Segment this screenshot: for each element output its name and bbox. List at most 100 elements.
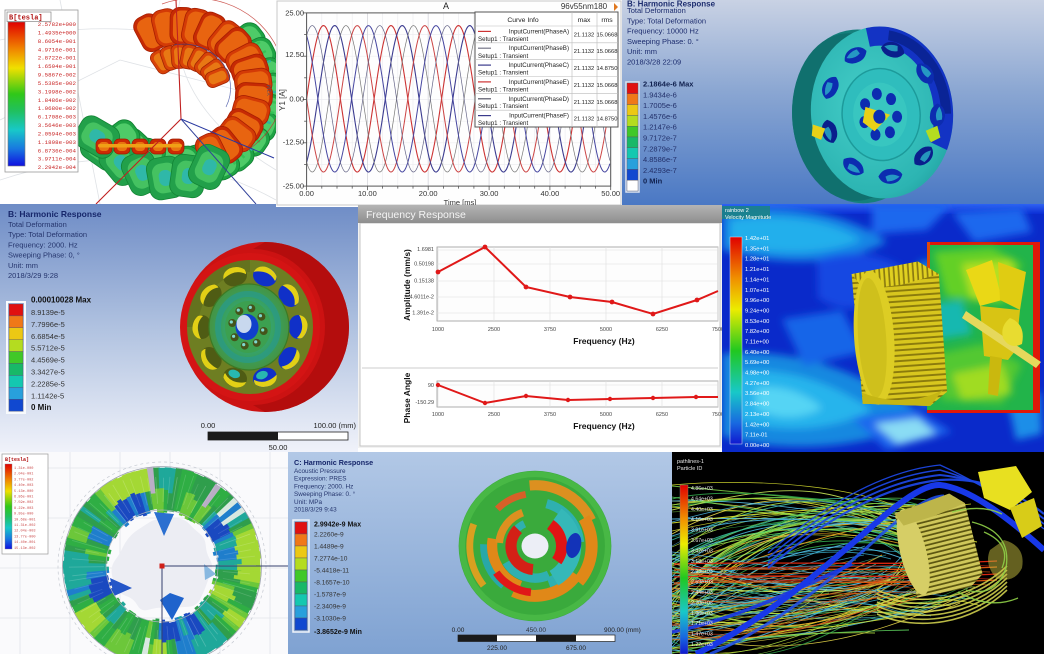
svg-text:12.50: 12.50 — [285, 50, 304, 59]
svg-text:Setup1 : Transient: Setup1 : Transient — [478, 70, 528, 77]
svg-text:0 Min: 0 Min — [643, 177, 663, 186]
svg-text:7.2879e-7: 7.2879e-7 — [643, 144, 677, 153]
svg-text:21.1132: 21.1132 — [574, 49, 595, 55]
svg-text:Sweeping Phase: 0, °: Sweeping Phase: 0, ° — [8, 251, 80, 260]
svg-text:9.96e+00: 9.96e+00 — [745, 298, 769, 304]
svg-text:6.6854e-5: 6.6854e-5 — [31, 332, 65, 341]
svg-text:3.1998e-002: 3.1998e-002 — [38, 88, 77, 95]
svg-text:6.1708e-003: 6.1708e-003 — [38, 114, 77, 121]
svg-text:-3.1030e-9: -3.1030e-9 — [314, 616, 346, 623]
svg-text:Setup1 : Transient: Setup1 : Transient — [478, 36, 528, 43]
svg-text:-3.8652e-9 Min: -3.8652e-9 Min — [314, 629, 362, 636]
svg-text:2.04e-001: 2.04e-001 — [14, 473, 33, 477]
svg-text:Y1M: Y1M — [267, 84, 273, 96]
svg-text:1.35e+01: 1.35e+01 — [745, 246, 769, 252]
svg-text:2500: 2500 — [488, 327, 500, 333]
svg-text:rms: rms — [601, 17, 613, 24]
svg-text:7.59e-002: 7.59e-002 — [14, 501, 33, 505]
svg-text:2.8722e-001: 2.8722e-001 — [38, 55, 77, 62]
svg-text:21.1132: 21.1132 — [574, 66, 595, 72]
svg-text:0.00: 0.00 — [289, 94, 304, 103]
svg-text:1.07e+01: 1.07e+01 — [745, 288, 769, 294]
svg-text:B: Harmonic Response: B: Harmonic Response — [627, 0, 716, 9]
svg-text:-1.5787e-9: -1.5787e-9 — [314, 592, 346, 599]
svg-text:Frequency: 2000. Hz: Frequency: 2000. Hz — [294, 483, 353, 490]
svg-text:100.00 (mm): 100.00 (mm) — [313, 421, 356, 430]
svg-text:7500: 7500 — [712, 327, 722, 333]
svg-text:3.77e-002: 3.77e-002 — [14, 478, 33, 482]
svg-text:14.40e-001: 14.40e-001 — [14, 541, 36, 545]
svg-text:2.69e+03: 2.69e+03 — [691, 580, 713, 586]
svg-text:3.3427e-5: 3.3427e-5 — [31, 368, 65, 377]
svg-text:1.391e-2: 1.391e-2 — [412, 311, 434, 317]
svg-text:90: 90 — [428, 383, 434, 389]
svg-text:0.00: 0.00 — [299, 189, 314, 198]
svg-text:1.1898e-003: 1.1898e-003 — [38, 139, 77, 146]
svg-text:Time [ms]: Time [ms] — [444, 198, 477, 207]
svg-text:-25.00: -25.00 — [283, 182, 304, 191]
svg-text:900.00 (mm): 900.00 (mm) — [604, 627, 641, 634]
svg-text:4.16e+03: 4.16e+03 — [691, 517, 713, 523]
svg-text:2018/3/29 9:43: 2018/3/29 9:43 — [294, 507, 337, 514]
svg-text:4.9716e-001: 4.9716e-001 — [38, 46, 77, 53]
svg-text:Frequency: 2000. Hz: Frequency: 2000. Hz — [8, 240, 78, 249]
svg-text:Velocity Magnitude: Velocity Magnitude — [725, 215, 771, 221]
svg-text:1000: 1000 — [432, 327, 444, 333]
svg-text:5000: 5000 — [600, 327, 612, 333]
svg-text:5.13e-000: 5.13e-000 — [14, 490, 33, 494]
svg-text:InputCurrent(PhaseF): InputCurrent(PhaseF) — [509, 113, 569, 120]
svg-text:Total Deformation: Total Deformation — [8, 220, 67, 229]
svg-text:1.7005e-6: 1.7005e-6 — [643, 101, 677, 110]
svg-text:Frequency Response: Frequency Response — [366, 209, 466, 221]
svg-text:Particle ID: Particle ID — [677, 466, 702, 472]
svg-text:0 Min: 0 Min — [31, 403, 52, 412]
svg-text:2.5782e+000: 2.5782e+000 — [38, 21, 77, 28]
svg-text:2.0594e-003: 2.0594e-003 — [38, 131, 77, 138]
svg-text:2.1864e-6 Max: 2.1864e-6 Max — [643, 80, 694, 89]
svg-text:3.9711e-004: 3.9711e-004 — [38, 156, 77, 163]
svg-text:3.56e+00: 3.56e+00 — [745, 391, 769, 397]
svg-text:9.95e-000: 9.95e-000 — [14, 513, 33, 517]
svg-text:Unit: mm: Unit: mm — [627, 47, 657, 56]
svg-text:1.22e+03: 1.22e+03 — [691, 642, 713, 648]
svg-text:7.82e+00: 7.82e+00 — [745, 329, 769, 335]
svg-text:Sweeping Phase: 0. °: Sweeping Phase: 0. ° — [627, 37, 699, 46]
svg-text:15.0668: 15.0668 — [597, 32, 618, 38]
svg-text:50.00: 50.00 — [601, 189, 620, 198]
svg-text:max: max — [578, 17, 591, 24]
svg-text:3.18e+03: 3.18e+03 — [691, 559, 713, 565]
svg-text:15.0668: 15.0668 — [597, 83, 618, 89]
svg-text:1.71e+03: 1.71e+03 — [691, 621, 713, 627]
svg-text:InputCurrent(PhaseE): InputCurrent(PhaseE) — [509, 79, 569, 86]
svg-text:25.00: 25.00 — [285, 8, 304, 17]
svg-text:Setup1 : Transient: Setup1 : Transient — [478, 120, 528, 127]
svg-text:1.4576e-6: 1.4576e-6 — [643, 112, 677, 121]
svg-text:Phase Angle: Phase Angle — [402, 372, 412, 423]
svg-text:8.53e+00: 8.53e+00 — [745, 319, 769, 325]
svg-text:6.40e+00: 6.40e+00 — [745, 350, 769, 356]
svg-text:8.22e-003: 8.22e-003 — [14, 507, 33, 511]
svg-text:Curve Info: Curve Info — [507, 17, 539, 24]
svg-text:Type: Total Deformation: Type: Total Deformation — [627, 16, 706, 25]
svg-text:15.13e-002: 15.13e-002 — [14, 547, 36, 551]
svg-text:C: Harmonic Response: C: Harmonic Response — [294, 458, 373, 467]
svg-text:1.42e+01: 1.42e+01 — [745, 236, 769, 242]
svg-text:2.44e+03: 2.44e+03 — [691, 590, 713, 596]
svg-text:4.40e-003: 4.40e-003 — [14, 484, 33, 488]
svg-text:Setup1 : Transient: Setup1 : Transient — [478, 103, 528, 110]
svg-text:3.67e+03: 3.67e+03 — [691, 538, 713, 544]
svg-text:Setup1 : Transient: Setup1 : Transient — [478, 53, 528, 60]
svg-text:8.6054e-001: 8.6054e-001 — [38, 38, 77, 45]
svg-text:450.00: 450.00 — [526, 627, 546, 634]
svg-text:40.00: 40.00 — [541, 189, 560, 198]
svg-text:14.8750: 14.8750 — [597, 66, 618, 72]
svg-text:-150.29: -150.29 — [415, 400, 434, 406]
svg-text:A: A — [443, 1, 449, 11]
svg-text:225.00: 225.00 — [487, 645, 507, 652]
svg-text:1.2147e-6: 1.2147e-6 — [643, 123, 677, 132]
svg-text:7.11e-01: 7.11e-01 — [745, 433, 767, 439]
svg-text:21.1132: 21.1132 — [574, 117, 595, 123]
svg-text:15.0668: 15.0668 — [597, 100, 618, 106]
svg-text:-12.50: -12.50 — [283, 137, 304, 146]
svg-text:3.42e+03: 3.42e+03 — [691, 548, 713, 554]
